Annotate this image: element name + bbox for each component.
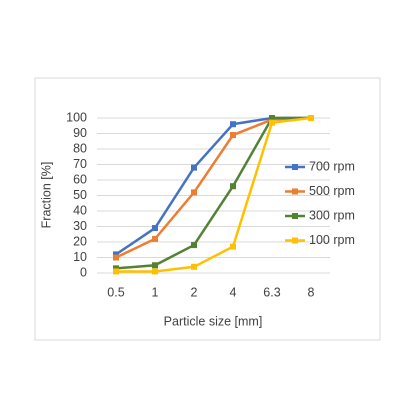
data-point <box>230 132 236 139</box>
legend-marker <box>292 164 298 170</box>
y-tick-label: 80 <box>73 141 87 155</box>
x-tick-label: 4 <box>230 285 237 299</box>
legend-label: 700 rpm <box>309 159 355 173</box>
data-point <box>230 243 236 250</box>
x-tick-label: 6.3 <box>263 285 280 299</box>
legend-label: 100 rpm <box>309 233 355 247</box>
y-tick-label: 20 <box>73 234 87 248</box>
series-line <box>115 116 311 270</box>
data-point <box>230 183 236 190</box>
data-point <box>113 254 119 261</box>
y-tick-label: 50 <box>73 188 87 202</box>
legend-label: 500 rpm <box>309 184 355 198</box>
x-tick-label: 8 <box>308 285 315 299</box>
x-axis-label: Particle size [mm] <box>164 314 263 328</box>
data-point <box>113 265 119 272</box>
data-point <box>113 268 119 275</box>
data-point <box>308 115 314 121</box>
data-point <box>269 115 275 121</box>
y-tick-label: 0 <box>80 265 87 279</box>
data-point <box>191 263 197 270</box>
data-point <box>152 225 158 232</box>
legend-label: 300 rpm <box>309 208 355 222</box>
series-line <box>115 116 312 259</box>
legend-marker <box>292 188 298 195</box>
data-point <box>230 121 236 128</box>
x-tick-label: 1 <box>152 285 159 299</box>
series-line <box>116 116 312 273</box>
chart-frame <box>34 77 381 341</box>
y-tick-label: 10 <box>73 250 87 264</box>
data-point <box>191 164 197 171</box>
x-tick-label: 0.5 <box>107 285 124 299</box>
data-point <box>191 189 197 196</box>
data-point <box>152 235 158 242</box>
data-point <box>152 268 158 275</box>
y-tick-label: 70 <box>73 157 87 171</box>
data-point <box>113 251 119 258</box>
data-point <box>191 242 197 249</box>
y-tick-label: 90 <box>73 126 87 140</box>
y-axis-label: Fraction [%] <box>39 162 53 229</box>
legend-marker <box>292 213 298 219</box>
y-tick-label: 60 <box>73 172 87 186</box>
data-point <box>269 119 275 126</box>
y-tick-label: 30 <box>73 219 87 233</box>
data-point <box>152 262 158 269</box>
y-tick-label: 100 <box>66 110 87 124</box>
legend-marker <box>292 237 298 244</box>
y-tick-label: 40 <box>73 203 87 217</box>
x-tick-label: 2 <box>191 285 198 299</box>
